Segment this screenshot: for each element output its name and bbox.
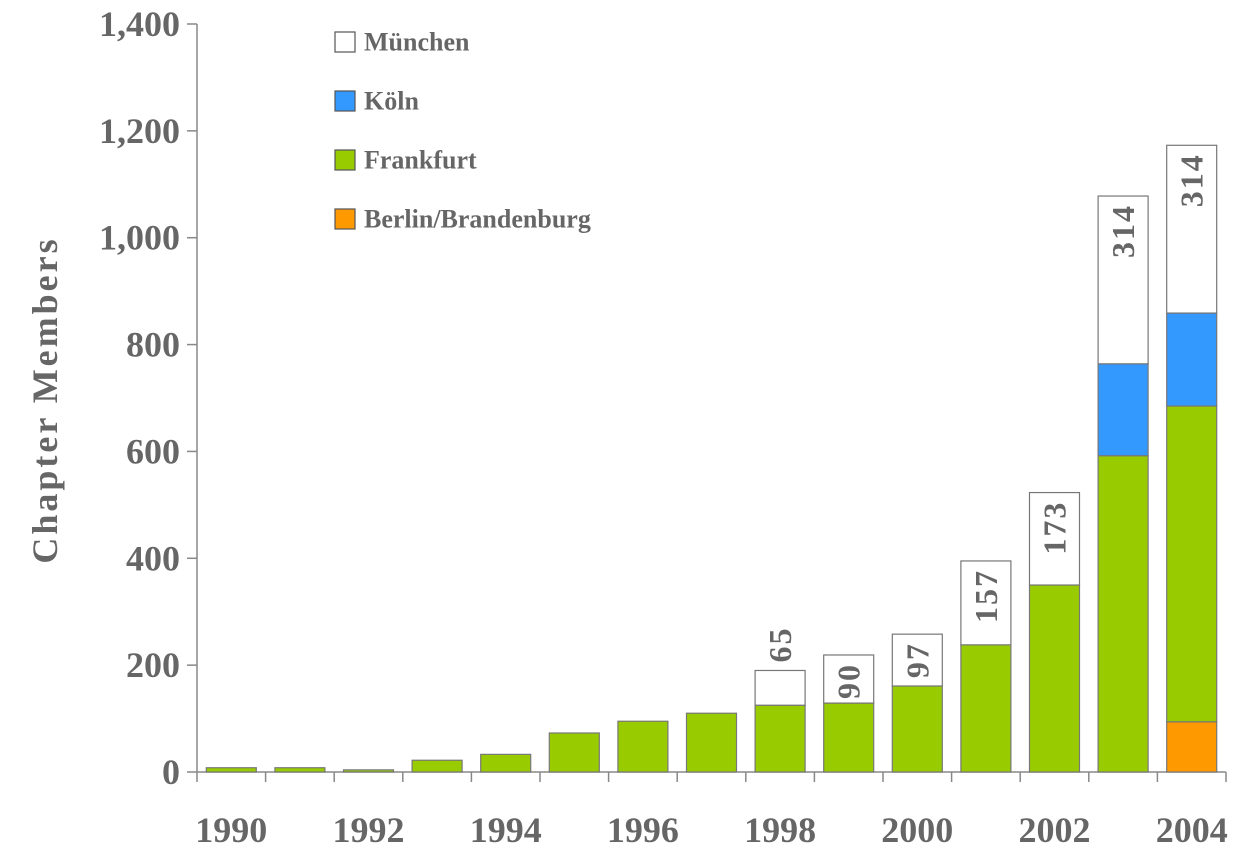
legend-label: Frankfurt — [364, 146, 477, 175]
y-tick-label: 1,200 — [99, 111, 180, 151]
bar-segment — [1166, 144, 1218, 314]
bar-segment — [1028, 491, 1081, 586]
y-tick-label: 200 — [126, 645, 180, 685]
y-tick-label: 800 — [126, 325, 180, 365]
bar-segment — [1166, 312, 1218, 407]
bar-segment — [1166, 405, 1218, 723]
data-label: 314 — [1174, 153, 1210, 207]
bar-segment — [1097, 363, 1149, 457]
legend-swatch — [334, 31, 356, 53]
legend-label: Berlin/Brandenburg — [364, 205, 591, 234]
legend-swatch — [334, 90, 356, 112]
y-tick-label: 600 — [126, 431, 180, 471]
bar-segment — [480, 753, 532, 773]
bar-segment — [205, 767, 257, 773]
x-tick-label: 1990 — [195, 810, 267, 850]
x-tick-label: 2002 — [1019, 810, 1091, 850]
bar-segment — [617, 720, 669, 773]
data-label: 314 — [1105, 204, 1141, 258]
bar-segment — [1097, 195, 1149, 365]
x-tick-label: 2004 — [1156, 810, 1228, 850]
x-tick-label: 1996 — [607, 810, 679, 850]
bar-segment — [548, 732, 600, 773]
bar-segment — [823, 702, 875, 773]
data-label: 173 — [1037, 501, 1073, 555]
bar-segment — [685, 712, 738, 773]
bar-segment — [274, 767, 326, 773]
x-tick-label: 1992 — [333, 810, 405, 850]
y-tick-label: 0 — [162, 752, 180, 792]
y-tick-label: 1,000 — [99, 218, 180, 258]
y-tick-label: 1,400 — [99, 4, 180, 44]
y-axis-label: Chapter Members — [25, 236, 65, 563]
data-label: 157 — [968, 569, 1004, 623]
x-tick-label: 2000 — [881, 810, 953, 850]
bar-segment — [823, 654, 875, 704]
bar-segment — [411, 759, 463, 773]
bar-segment — [891, 633, 943, 687]
y-tick-label: 400 — [126, 538, 180, 578]
bar-segment — [754, 669, 806, 706]
bar-segment — [1097, 455, 1149, 773]
data-label: 90 — [831, 663, 867, 699]
bar-segment — [754, 704, 806, 773]
legend-swatch — [334, 149, 356, 171]
x-tick-label: 1994 — [470, 810, 542, 850]
data-label: 97 — [899, 642, 935, 678]
bar-segment — [1028, 584, 1081, 773]
legend-label: Köln — [364, 87, 419, 116]
bar-segment — [960, 560, 1012, 646]
legend-swatch — [334, 208, 356, 230]
bar-segment — [891, 685, 943, 773]
bar-segment — [342, 769, 395, 773]
bar-segment — [960, 644, 1012, 773]
bar-segment — [1166, 721, 1218, 773]
legend-label: München — [364, 28, 470, 57]
x-tick-label: 1998 — [744, 810, 816, 850]
data-label: 65 — [762, 626, 798, 662]
